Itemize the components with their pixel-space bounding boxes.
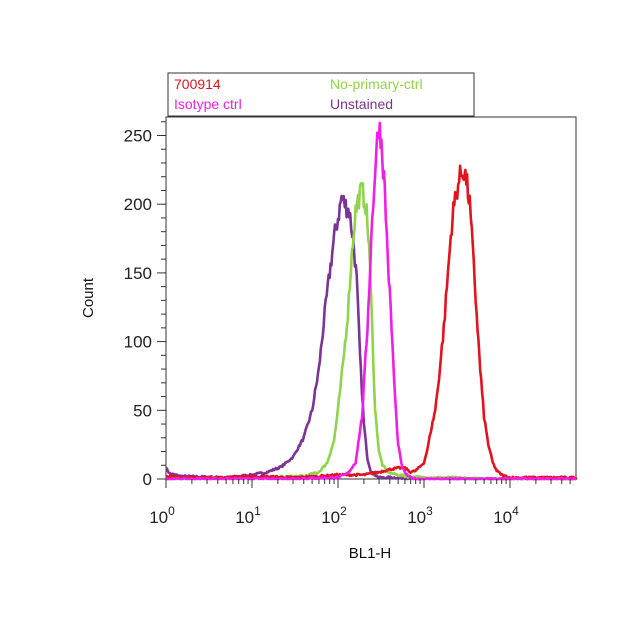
series-layer: [165, 121, 578, 481]
y-tick-label: 100: [124, 333, 152, 352]
x-tick-label: 103: [407, 504, 433, 527]
legend-entry-unstained: Unstained: [330, 96, 393, 112]
legend-entry-isotype-ctrl: Isotype ctrl: [174, 96, 242, 112]
legend-entry-no-primary-ctrl: No-primary-ctrl: [330, 76, 423, 92]
x-tick-label: 100: [149, 504, 175, 527]
legend-box: [167, 72, 475, 117]
y-tick-label: 150: [124, 264, 152, 283]
series-line-isotype-ctrl: [165, 121, 577, 481]
chart-legend: 700914 No-primary-ctrl Isotype ctrl Unst…: [167, 72, 475, 117]
x-axis: 100 101 102 103 104: [149, 479, 571, 527]
plot-frame: [165, 116, 577, 480]
y-tick-label: 50: [133, 401, 152, 420]
x-tick-label: 102: [321, 504, 347, 527]
y-tick-label: 200: [124, 195, 152, 214]
x-tick-label: 101: [235, 504, 261, 527]
y-axis: 0 50 100 150 200 250: [124, 121, 166, 489]
y-tick-label: 250: [124, 126, 152, 145]
x-tick-label: 104: [493, 504, 519, 527]
y-axis-title: Count: [80, 277, 97, 318]
legend-entry-700914: 700914: [174, 76, 221, 92]
y-tick-label: 0: [143, 470, 152, 489]
x-axis-title: BL1-H: [349, 545, 392, 562]
